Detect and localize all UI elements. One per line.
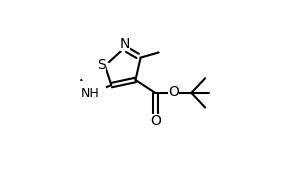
Text: O: O [150,114,161,128]
Text: S: S [98,57,106,72]
Text: N: N [120,37,130,51]
Text: O: O [168,85,179,99]
Text: NH: NH [81,87,99,100]
